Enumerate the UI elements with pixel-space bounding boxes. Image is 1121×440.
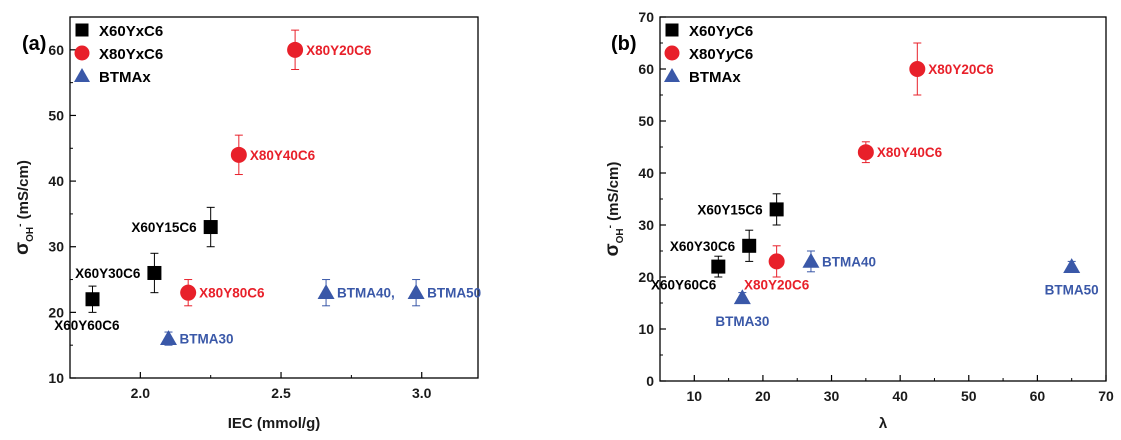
y-tick-label: 20 xyxy=(48,304,64,320)
y-tick-label: 20 xyxy=(638,269,654,285)
data-point xyxy=(733,289,751,305)
data-label: BTMA40 xyxy=(822,254,876,269)
data-label: X80Y80C6 xyxy=(199,286,265,301)
data-point xyxy=(802,252,820,268)
x-tick-label: 3.0 xyxy=(412,385,432,401)
y-tick-label: 50 xyxy=(48,107,64,123)
data-label: BTMA50 xyxy=(427,286,481,301)
x-tick-label: 30 xyxy=(824,388,840,404)
x-axis-title: IEC (mmol/g) xyxy=(228,415,321,432)
data-label: X60Y30C6 xyxy=(670,239,736,254)
y-tick-label: 40 xyxy=(638,165,654,181)
x-tick-label: 10 xyxy=(687,388,703,404)
data-point xyxy=(317,284,335,300)
data-point xyxy=(180,284,197,301)
data-point xyxy=(407,284,425,300)
y-tick-label: 50 xyxy=(638,113,654,129)
y-tick-label: 60 xyxy=(48,42,64,58)
legend-marker xyxy=(74,45,90,61)
data-label: BTMA50 xyxy=(1045,283,1099,298)
legend-marker xyxy=(75,23,89,37)
y-tick-label: 10 xyxy=(638,321,654,337)
series-square: X60Y60C6 X60Y30C6 X60Y15C6 xyxy=(54,206,218,333)
data-label: BTMA30 xyxy=(179,332,233,347)
y-tick-label: 0 xyxy=(646,373,654,389)
data-point xyxy=(287,41,304,58)
y-tick-label: 30 xyxy=(48,239,64,255)
x-tick-label: 20 xyxy=(755,388,771,404)
data-point xyxy=(742,238,757,253)
series-triangle: BTMA30 BTMA40, BTMA50 xyxy=(159,279,481,347)
data-label: X80Y40C6 xyxy=(250,148,316,163)
data-label: X60Y60C6 xyxy=(54,318,120,333)
x-tick-label: 50 xyxy=(961,388,977,404)
chart-panel-b: 10 20 30 40 50 60 70 0 10 20 30 40 50 60 70 λ σOH- (mS/c… xyxy=(602,9,1114,432)
legend-label: X80YxC6 xyxy=(99,46,163,63)
data-label: X80Y40C6 xyxy=(877,145,943,160)
plot-frame xyxy=(69,16,479,379)
data-point xyxy=(230,146,247,163)
y-axis-title: σOH- (mS/cm) xyxy=(12,160,36,255)
data-point xyxy=(769,202,784,217)
legend-marker xyxy=(664,68,680,82)
x-tick-label: 2.0 xyxy=(131,385,151,401)
legend-label: X60YyC6 xyxy=(689,23,753,40)
panel-label: (b) xyxy=(611,33,637,55)
data-label: X60Y30C6 xyxy=(75,266,141,281)
x-tick-label: 70 xyxy=(1098,388,1114,404)
data-point xyxy=(711,259,726,274)
x-axis-title: λ xyxy=(879,415,888,432)
data-point xyxy=(909,61,926,77)
data-label: X80Y20C6 xyxy=(744,277,810,292)
data-label: BTMA40, xyxy=(337,286,395,301)
data-label: X80Y20C6 xyxy=(306,43,372,58)
legend: X60YxC6 X80YxC6 BTMAx xyxy=(74,23,163,86)
y-tick-label: 40 xyxy=(48,173,64,189)
legend-label: X60YxC6 xyxy=(99,23,163,40)
series-square: X60Y60C6 X60Y30C6 X60Y15C6 xyxy=(651,193,784,293)
data-point xyxy=(203,220,218,235)
data-point xyxy=(857,144,874,161)
legend: X60YyC6 X80YyC6 BTMAx xyxy=(664,23,753,86)
x-tick-label: 60 xyxy=(1030,388,1046,404)
y-axis-title: σOH- (mS/cm) xyxy=(602,162,626,257)
data-label: BTMA30 xyxy=(715,314,769,329)
legend-label: BTMAx xyxy=(99,69,151,86)
series-circle: X80Y80C6 X80Y40C6 X80Y20C6 xyxy=(180,29,372,307)
legend-label: X80YyC6 xyxy=(689,46,753,63)
legend-marker xyxy=(665,23,679,37)
data-point xyxy=(159,330,177,345)
data-label: X60Y15C6 xyxy=(697,202,763,217)
data-point xyxy=(147,265,162,280)
series-triangle: BTMA30 BTMA40 BTMA50 xyxy=(715,250,1099,329)
legend-marker xyxy=(74,68,90,82)
data-point xyxy=(768,253,785,270)
data-label: X60Y15C6 xyxy=(131,220,197,235)
data-label: X60Y60C6 xyxy=(651,278,717,293)
chart-panel-a: 2.0 2.5 3.0 10 20 30 40 50 60 IEC (mmol/g) σOH- (m… xyxy=(12,16,481,432)
x-tick-label: 2.5 xyxy=(271,385,291,401)
y-tick-label: 10 xyxy=(48,370,64,386)
legend-marker xyxy=(664,45,680,61)
y-tick-label: 60 xyxy=(638,61,654,77)
x-tick-label: 40 xyxy=(892,388,908,404)
legend-label: BTMAx xyxy=(689,69,741,86)
panel-label: (a) xyxy=(22,33,46,55)
data-label: X80Y20C6 xyxy=(928,62,994,77)
data-point xyxy=(85,292,100,307)
series-circle: X80Y20C6 X80Y40C6 X80Y20C6 xyxy=(744,42,994,292)
y-tick-label: 30 xyxy=(638,217,654,233)
data-point xyxy=(1063,258,1081,273)
y-tick-label: 70 xyxy=(638,9,654,25)
